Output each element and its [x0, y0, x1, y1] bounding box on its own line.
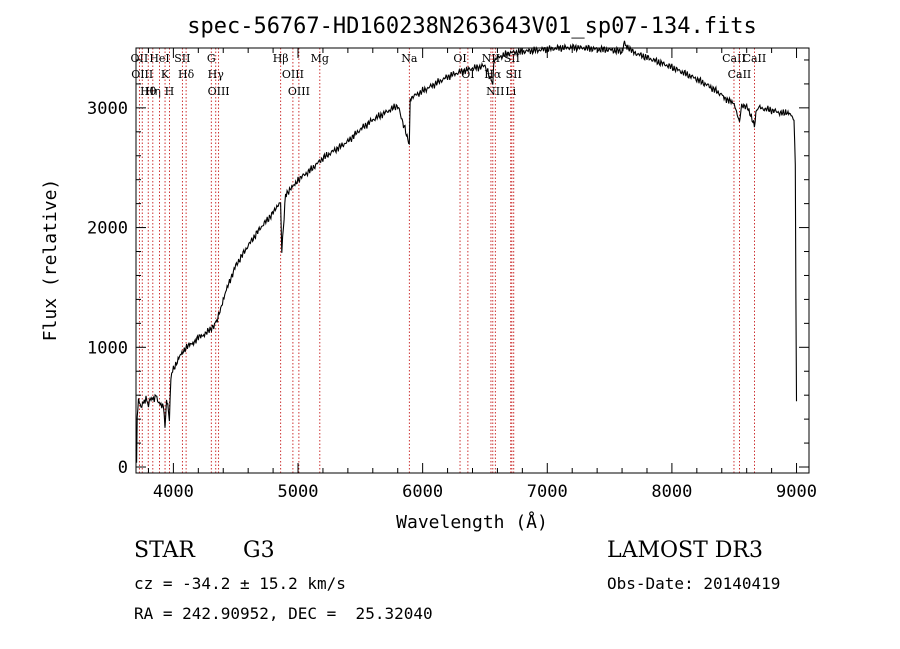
line-label: Na — [401, 52, 418, 65]
plot-frame — [135, 47, 810, 474]
line-label: Hγ — [208, 68, 225, 81]
chart-title: spec-56767-HD160238N263643V01_sp07-134.f… — [187, 14, 757, 39]
line-markers: OIIOIIIHθHηHeIKHSIIHδGHγOIIIHβOIIIOIIIMg… — [131, 48, 767, 473]
x-tick-label: 8000 — [651, 482, 692, 502]
line-label: CaII — [728, 68, 752, 81]
line-label: SII — [506, 68, 522, 81]
line-label: OI — [453, 52, 466, 65]
coordinates-text: RA = 242.90952, DEC = 25.32040 — [134, 604, 433, 623]
survey-name: LAMOST DR3 — [607, 538, 763, 563]
line-label: SII — [174, 52, 190, 65]
line-label: NII — [482, 52, 500, 65]
y-axis-label: Flux (relative) — [40, 179, 61, 342]
axis-ticks: 4000 5000 6000 7000 8000 9000 0 1000 2000 3000 — [87, 48, 817, 502]
y-tick-label: 0 — [118, 458, 128, 478]
line-label: HeI — [149, 52, 169, 65]
obs-date: Obs-Date: 20140419 — [607, 574, 781, 593]
line-label: NII — [486, 85, 504, 98]
line-label: Hβ — [273, 52, 289, 65]
line-label: G — [207, 52, 216, 65]
line-label: CaII — [722, 52, 746, 65]
object-class: STAR — [134, 538, 195, 563]
x-tick-label: 6000 — [402, 482, 443, 502]
y-tick-label: 1000 — [87, 338, 128, 358]
x-tick-label: 4000 — [153, 482, 194, 502]
line-label: OIII — [208, 85, 230, 98]
line-label: OII — [131, 52, 149, 65]
line-label: K — [161, 68, 170, 81]
line-label: SII — [504, 52, 520, 65]
line-label: Li — [505, 85, 516, 98]
x-axis-label: Wavelength (Å) — [396, 511, 548, 533]
line-label: OIII — [131, 68, 153, 81]
redshift-text: cz = -34.2 ± 15.2 km/s — [134, 574, 346, 593]
line-label: Hδ — [178, 68, 195, 81]
line-label: Hη — [145, 85, 161, 98]
x-tick-label: 5000 — [278, 482, 319, 502]
subclass: G3 — [243, 538, 275, 563]
y-tick-label: 3000 — [87, 99, 128, 119]
line-label: OIII — [288, 85, 310, 98]
line-label: OIII — [282, 68, 304, 81]
x-tick-label: 7000 — [527, 482, 568, 502]
y-tick-label: 2000 — [87, 219, 128, 239]
line-label: Mg — [311, 52, 329, 65]
line-label: CaII — [743, 52, 767, 65]
line-label: H — [165, 85, 175, 98]
x-tick-label: 9000 — [776, 482, 817, 502]
spectrum-line — [135, 40, 798, 463]
